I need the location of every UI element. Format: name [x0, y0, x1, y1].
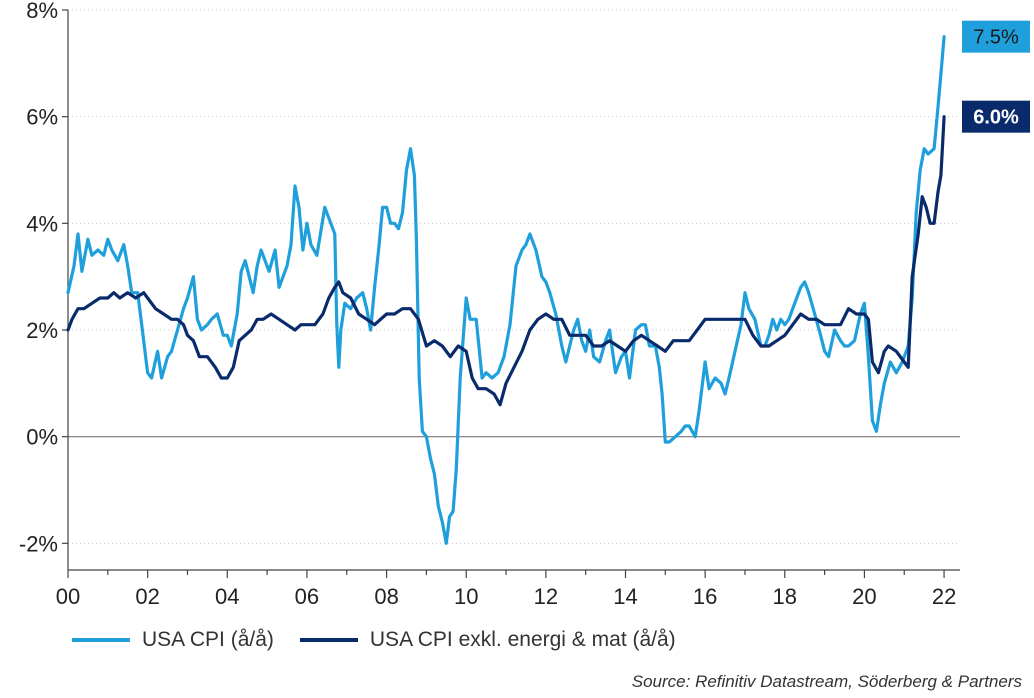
x-tick-label: 00: [56, 584, 80, 609]
x-tick-label: 22: [932, 584, 956, 609]
x-tick-label: 14: [613, 584, 637, 609]
source-note: Source: Refinitiv Datastream, Söderberg …: [631, 672, 1022, 691]
series-line-usa-core-cpi: [66, 115, 946, 407]
legend-label-usa-core-cpi: USA CPI exkl. energi & mat (å/å): [369, 628, 676, 651]
legend-swatch-usa-core-cpi: [299, 638, 358, 642]
x-tick-label: 16: [693, 584, 717, 609]
end-labels: 7.5% 6.0%: [962, 20, 1030, 133]
legend-label-usa-cpi: USA CPI (å/å): [142, 628, 274, 651]
x-tick-label: 10: [454, 584, 478, 609]
x-tick-label: 08: [374, 584, 398, 609]
y-tick-label: 6%: [26, 105, 58, 130]
series-line-usa-cpi: [66, 35, 946, 545]
series-lines: [66, 35, 946, 545]
gridlines: [68, 9, 960, 544]
y-tick-label: 4%: [26, 211, 58, 236]
axes: 8% 6% 4% 2% 0% -2% 00 02 04 06 08 10 12 14 16 18 20 22: [19, 0, 960, 609]
y-tick-label: 8%: [26, 0, 58, 23]
x-tick-label: 20: [852, 584, 876, 609]
y-tick-label: 0%: [26, 425, 58, 450]
x-tick-label: 06: [295, 584, 319, 609]
x-tick-label: 02: [135, 584, 159, 609]
x-tick-label: 18: [773, 584, 797, 609]
end-label-box-usa-core-cpi: [962, 100, 1030, 133]
legend-swatch-usa-cpi: [72, 638, 130, 642]
y-tick-label: -2%: [19, 531, 58, 556]
end-label-box-usa-cpi: [962, 20, 1030, 53]
legend: USA CPI (å/å) USA CPI exkl. energi & mat…: [72, 628, 702, 652]
legend-item-usa-core-cpi: USA CPI exkl. energi & mat (å/å): [299, 628, 676, 652]
x-tick-label: 12: [534, 584, 558, 609]
end-label-usa-cpi: 7.5%: [973, 27, 1019, 49]
cpi-line-chart: 8% 6% 4% 2% 0% -2% 00 02 04 06 08 10 12 14 16 18 20 22 7.…: [19, 0, 1030, 609]
y-tick-label: 2%: [26, 318, 58, 343]
end-label-usa-core-cpi: 6.0%: [973, 107, 1019, 129]
legend-item-usa-cpi: USA CPI (å/å): [72, 628, 274, 652]
x-tick-label: 04: [215, 584, 239, 609]
